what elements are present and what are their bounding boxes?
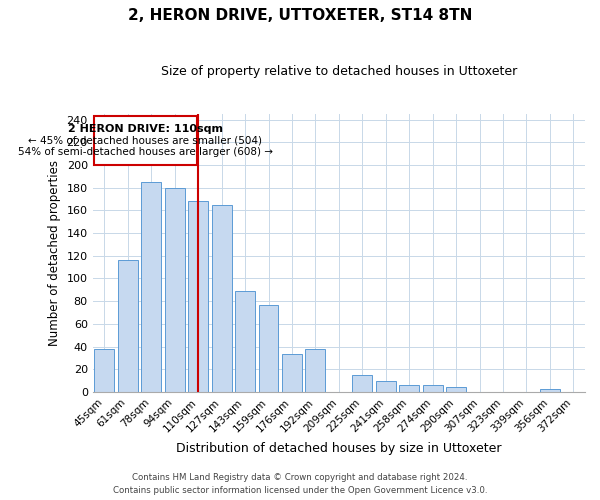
Bar — [352, 375, 372, 392]
Bar — [282, 354, 302, 392]
Bar — [376, 380, 395, 392]
Text: 54% of semi-detached houses are larger (608) →: 54% of semi-detached houses are larger (… — [18, 147, 273, 157]
Bar — [212, 204, 232, 392]
Bar — [399, 385, 419, 392]
Bar — [142, 182, 161, 392]
Bar — [188, 202, 208, 392]
Bar — [305, 349, 325, 392]
Bar — [94, 349, 115, 392]
Bar — [118, 260, 138, 392]
X-axis label: Distribution of detached houses by size in Uttoxeter: Distribution of detached houses by size … — [176, 442, 502, 455]
Bar — [165, 188, 185, 392]
Bar — [235, 291, 255, 392]
Text: ← 45% of detached houses are smaller (504): ← 45% of detached houses are smaller (50… — [28, 136, 262, 145]
Bar — [422, 385, 443, 392]
Text: 2, HERON DRIVE, UTTOXETER, ST14 8TN: 2, HERON DRIVE, UTTOXETER, ST14 8TN — [128, 8, 472, 22]
Title: Size of property relative to detached houses in Uttoxeter: Size of property relative to detached ho… — [161, 65, 517, 78]
Bar — [259, 304, 278, 392]
Text: 2 HERON DRIVE: 110sqm: 2 HERON DRIVE: 110sqm — [68, 124, 223, 134]
Y-axis label: Number of detached properties: Number of detached properties — [48, 160, 61, 346]
Bar — [446, 388, 466, 392]
FancyBboxPatch shape — [94, 116, 197, 165]
Text: Contains HM Land Registry data © Crown copyright and database right 2024.
Contai: Contains HM Land Registry data © Crown c… — [113, 474, 487, 495]
Bar — [540, 388, 560, 392]
